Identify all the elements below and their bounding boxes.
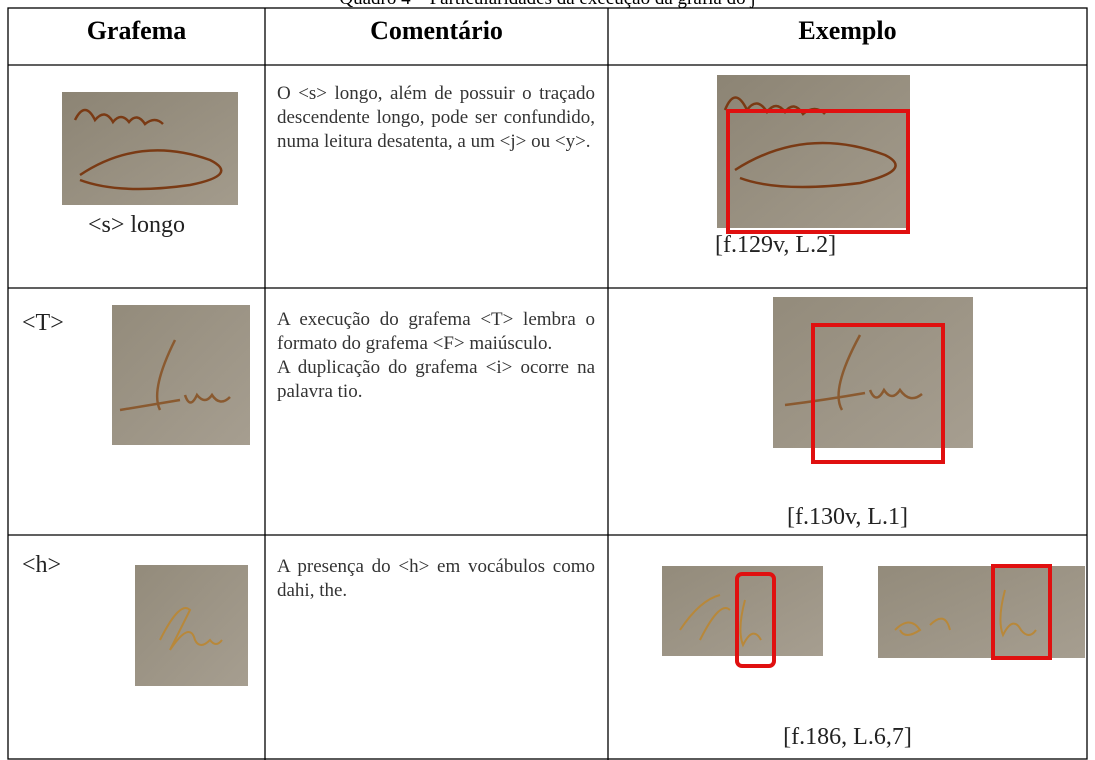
- manuscript-image: [62, 92, 238, 205]
- column-header: Grafema: [86, 16, 187, 45]
- column-header: Exemplo: [798, 16, 897, 45]
- manuscript-image: [773, 297, 973, 464]
- comment: A presença do <h> em vocábulos como dahi…: [277, 555, 595, 603]
- manuscript-image: [135, 565, 248, 686]
- manuscript-image: [878, 564, 1085, 660]
- comment: O <s> longo, além de possuir o traçado d…: [277, 82, 595, 154]
- comment-paragraph: A execução do grafema <T> lembra o forma…: [277, 309, 595, 354]
- manuscript-image: [112, 305, 250, 445]
- manuscript-image: [662, 566, 823, 668]
- reference: [f.130v, L.1]: [786, 504, 909, 530]
- table-caption: Quadro 4 – Particularidades da execução …: [0, 0, 1095, 10]
- grapheme-label: <h>: [22, 552, 62, 578]
- comment: A execução do grafema <T> lembra o forma…: [277, 308, 595, 404]
- comment-paragraph: A duplicação do grafema <i> ocorre na pa…: [277, 357, 595, 402]
- column-header: Comentário: [370, 16, 503, 45]
- comment-paragraph: O <s> longo, além de possuir o traçado d…: [277, 83, 595, 152]
- table-borders: [7, 7, 1088, 760]
- reference: [f.186, L.6,7]: [783, 724, 912, 750]
- grapheme-label: <s> longo: [87, 212, 186, 238]
- grapheme-label: <T>: [22, 310, 64, 336]
- comment-paragraph: A presença do <h> em vocábulos como dahi…: [277, 556, 595, 601]
- manuscript-image: [717, 75, 910, 234]
- reference: [f.129v, L.2]: [715, 232, 837, 258]
